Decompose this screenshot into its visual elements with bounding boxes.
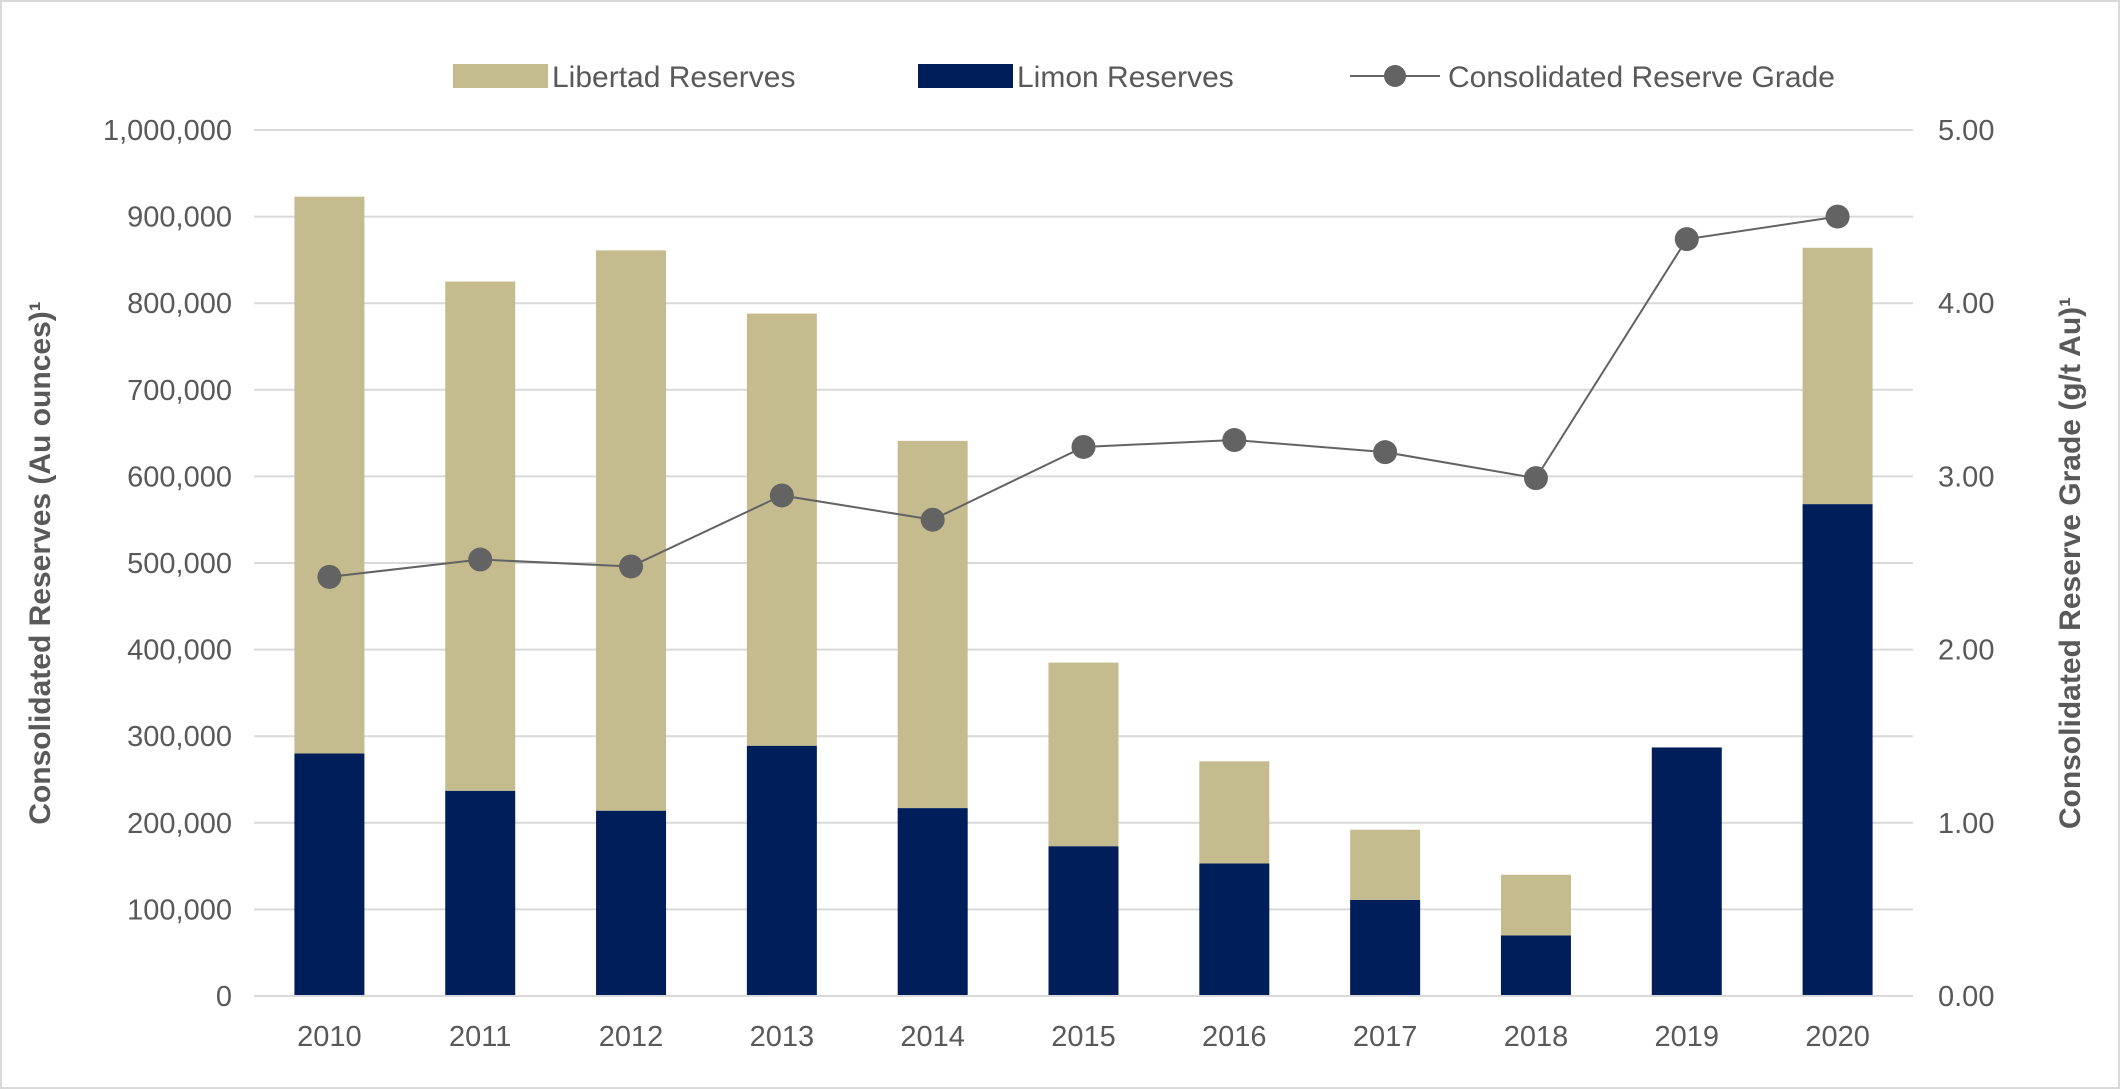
bar-libertad-reserves xyxy=(445,281,516,791)
grade-point xyxy=(1373,440,1398,465)
bar-limon-reserves xyxy=(746,745,817,996)
legend-swatch-libertad xyxy=(453,64,548,88)
x-tick-label: 2019 xyxy=(1655,1021,1720,1053)
y2-tick-label: 1.00 xyxy=(1938,808,1994,840)
bar-libertad-reserves xyxy=(1802,247,1873,505)
y-tick-label: 800,000 xyxy=(127,288,232,320)
x-tick-label: 2020 xyxy=(1805,1021,1870,1053)
bar-limon-reserves xyxy=(1350,899,1421,996)
bar-limon-reserves xyxy=(1500,935,1571,996)
grade-point xyxy=(317,564,342,589)
y-axis-label: Consolidated Reserves (Au ounces)¹ xyxy=(24,301,57,824)
y-tick-label: 600,000 xyxy=(127,461,232,493)
grade-point xyxy=(1222,428,1247,453)
bar-libertad-reserves xyxy=(746,313,817,746)
grade-point xyxy=(1674,227,1699,252)
bar-limon-reserves xyxy=(294,753,365,996)
bar-limon-reserves xyxy=(445,790,516,996)
bar-libertad-reserves xyxy=(1048,662,1119,847)
y-tick-label: 100,000 xyxy=(127,894,232,926)
x-tick-label: 2016 xyxy=(1202,1021,1267,1053)
bar-libertad-reserves xyxy=(1350,829,1421,900)
x-tick-label: 2010 xyxy=(297,1021,362,1053)
grade-point xyxy=(619,554,644,579)
y2-tick-label: 0.00 xyxy=(1938,981,1994,1013)
grade-point xyxy=(1071,434,1096,459)
x-tick-label: 2015 xyxy=(1051,1021,1116,1053)
y-tick-label: 300,000 xyxy=(127,721,232,753)
y-tick-label: 0 xyxy=(216,981,232,1013)
x-tick-label: 2013 xyxy=(750,1021,815,1053)
grade-point xyxy=(1523,466,1548,491)
x-tick-label: 2011 xyxy=(449,1021,511,1053)
bar-libertad-reserves xyxy=(1500,874,1571,936)
y2-tick-label: 4.00 xyxy=(1938,288,1994,320)
y2-tick-label: 2.00 xyxy=(1938,635,1994,667)
y-tick-label: 200,000 xyxy=(127,808,232,840)
bar-limon-reserves xyxy=(897,808,968,996)
bar-limon-reserves xyxy=(1651,747,1722,996)
legend-label-libertad: Libertad Reserves xyxy=(552,61,795,94)
x-tick-label: 2018 xyxy=(1504,1021,1569,1053)
bar-limon-reserves xyxy=(596,810,667,996)
bar-limon-reserves xyxy=(1199,863,1270,996)
x-tick-label: 2017 xyxy=(1353,1021,1418,1053)
bar-libertad-reserves xyxy=(294,196,365,754)
grade-point xyxy=(769,483,794,508)
y-tick-label: 500,000 xyxy=(127,548,232,580)
y2-tick-label: 3.00 xyxy=(1938,461,1994,493)
grade-point xyxy=(1825,204,1850,229)
grade-point xyxy=(920,507,945,532)
x-tick-label: 2014 xyxy=(900,1021,965,1053)
bar-limon-reserves xyxy=(1802,504,1873,996)
legend-label-limon: Limon Reserves xyxy=(1017,61,1234,94)
x-tick-label: 2012 xyxy=(599,1021,664,1053)
y-tick-label: 900,000 xyxy=(127,202,232,234)
legend-swatch-limon xyxy=(918,64,1013,88)
y-tick-label: 1,000,000 xyxy=(103,115,232,147)
legend-label-grade: Consolidated Reserve Grade xyxy=(1448,61,1835,94)
bar-libertad-reserves xyxy=(1199,761,1270,864)
y-tick-label: 400,000 xyxy=(127,635,232,667)
grade-point xyxy=(468,547,493,572)
bar-limon-reserves xyxy=(1048,846,1119,996)
legend-marker-grade xyxy=(1384,65,1406,87)
bar-libertad-reserves xyxy=(897,440,968,809)
y2-tick-label: 5.00 xyxy=(1938,115,1994,147)
bar-libertad-reserves xyxy=(596,250,667,811)
y2-axis-label: Consolidated Reserve Grade (g/t Au)¹ xyxy=(2054,297,2087,829)
y-tick-label: 700,000 xyxy=(127,375,232,407)
